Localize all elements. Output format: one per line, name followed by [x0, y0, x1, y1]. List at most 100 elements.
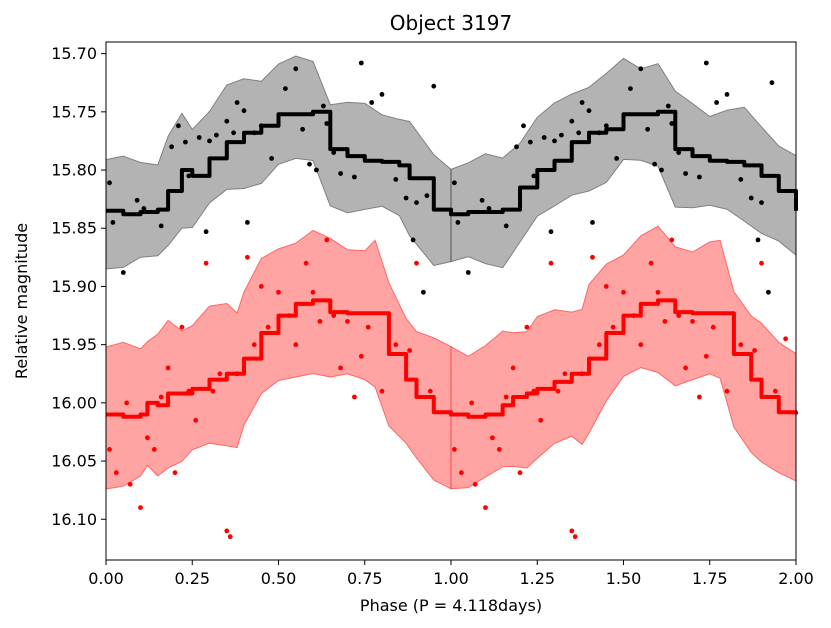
data-point — [365, 324, 371, 330]
y-axis-ticks: 15.70 15.75 15.80 15.85 15.90 15.95 16.00 16.05… — [51, 44, 106, 529]
data-point — [555, 388, 561, 394]
data-point — [703, 60, 709, 66]
data-point — [203, 229, 209, 235]
data-point — [134, 197, 140, 203]
data-point — [310, 289, 316, 295]
data-point — [293, 66, 299, 72]
data-point — [596, 342, 602, 348]
data-point — [379, 388, 385, 394]
data-point — [358, 353, 364, 359]
y-tick-label: 15.95 — [51, 335, 97, 354]
data-point — [224, 528, 230, 534]
data-point — [472, 481, 478, 487]
data-point — [151, 447, 157, 452]
data-point — [207, 138, 212, 144]
data-point — [369, 100, 375, 105]
data-point — [683, 171, 688, 176]
data-point — [452, 180, 457, 186]
y-tick-label: 15.90 — [51, 277, 97, 296]
data-point — [645, 126, 650, 132]
data-point — [648, 260, 654, 266]
data-point — [531, 388, 537, 394]
data-point — [124, 400, 130, 406]
data-point — [245, 220, 250, 225]
y-tick-label: 15.75 — [51, 102, 97, 121]
chart-title: Object 3197 — [390, 11, 512, 35]
data-point — [579, 100, 585, 105]
data-point — [703, 353, 709, 359]
data-point — [748, 195, 754, 201]
data-point — [514, 144, 519, 150]
data-points — [107, 60, 788, 540]
data-point — [590, 220, 595, 225]
data-point — [227, 534, 233, 540]
data-point — [300, 126, 305, 132]
data-point — [414, 260, 419, 266]
x-tick-label: 0.25 — [174, 569, 210, 588]
data-point — [286, 313, 292, 318]
data-point — [424, 193, 430, 199]
data-point — [676, 150, 682, 156]
data-point — [510, 365, 516, 371]
data-point — [283, 86, 288, 91]
data-point — [714, 100, 719, 105]
data-point — [638, 66, 644, 72]
data-point — [469, 400, 475, 406]
x-tick-label: 1.75 — [692, 569, 728, 588]
data-point — [503, 394, 509, 400]
data-point — [427, 388, 433, 394]
data-point — [393, 177, 399, 182]
data-point — [258, 284, 264, 289]
data-point — [524, 324, 530, 330]
y-tick-label: 15.85 — [51, 219, 97, 238]
data-point — [766, 289, 771, 295]
data-point — [662, 319, 668, 324]
data-point — [683, 365, 688, 371]
data-point — [431, 83, 437, 89]
data-point — [414, 200, 419, 206]
data-point — [586, 108, 592, 114]
x-axis-ticks: 0.00 0.25 0.50 0.75 1.00 1.25 1.50 1.75 2.00 — [88, 560, 814, 588]
data-point — [517, 470, 523, 476]
data-point — [538, 417, 544, 423]
data-point — [590, 254, 595, 260]
y-tick-label: 15.70 — [51, 44, 97, 63]
data-point — [293, 342, 299, 348]
data-point — [652, 161, 657, 167]
data-point — [569, 118, 575, 124]
data-point — [138, 505, 143, 510]
data-point — [603, 284, 609, 289]
plot-area — [105, 55, 798, 540]
data-point — [276, 289, 281, 295]
data-point — [403, 195, 409, 201]
data-point — [234, 100, 240, 105]
y-tick-label: 16.00 — [51, 393, 97, 412]
data-point — [541, 135, 547, 140]
data-point — [659, 167, 664, 173]
data-point — [120, 270, 126, 275]
data-point — [324, 237, 330, 243]
data-point — [676, 313, 682, 318]
data-point — [210, 388, 216, 394]
data-point — [145, 435, 150, 441]
data-point — [176, 123, 181, 129]
data-point — [552, 138, 557, 144]
data-point — [738, 177, 744, 182]
data-point — [172, 470, 178, 476]
x-tick-label: 1.50 — [606, 569, 642, 588]
data-point — [169, 144, 175, 150]
data-point — [579, 371, 585, 377]
data-point — [317, 319, 323, 324]
data-point — [465, 270, 471, 275]
y-tick-label: 16.05 — [51, 452, 97, 471]
data-point — [193, 417, 199, 423]
data-point — [186, 173, 192, 179]
data-point — [345, 319, 350, 324]
data-point — [496, 447, 502, 452]
data-point — [241, 108, 247, 114]
data-point — [251, 342, 257, 348]
data-point — [183, 139, 188, 145]
data-point — [621, 289, 626, 295]
data-point — [569, 528, 575, 534]
